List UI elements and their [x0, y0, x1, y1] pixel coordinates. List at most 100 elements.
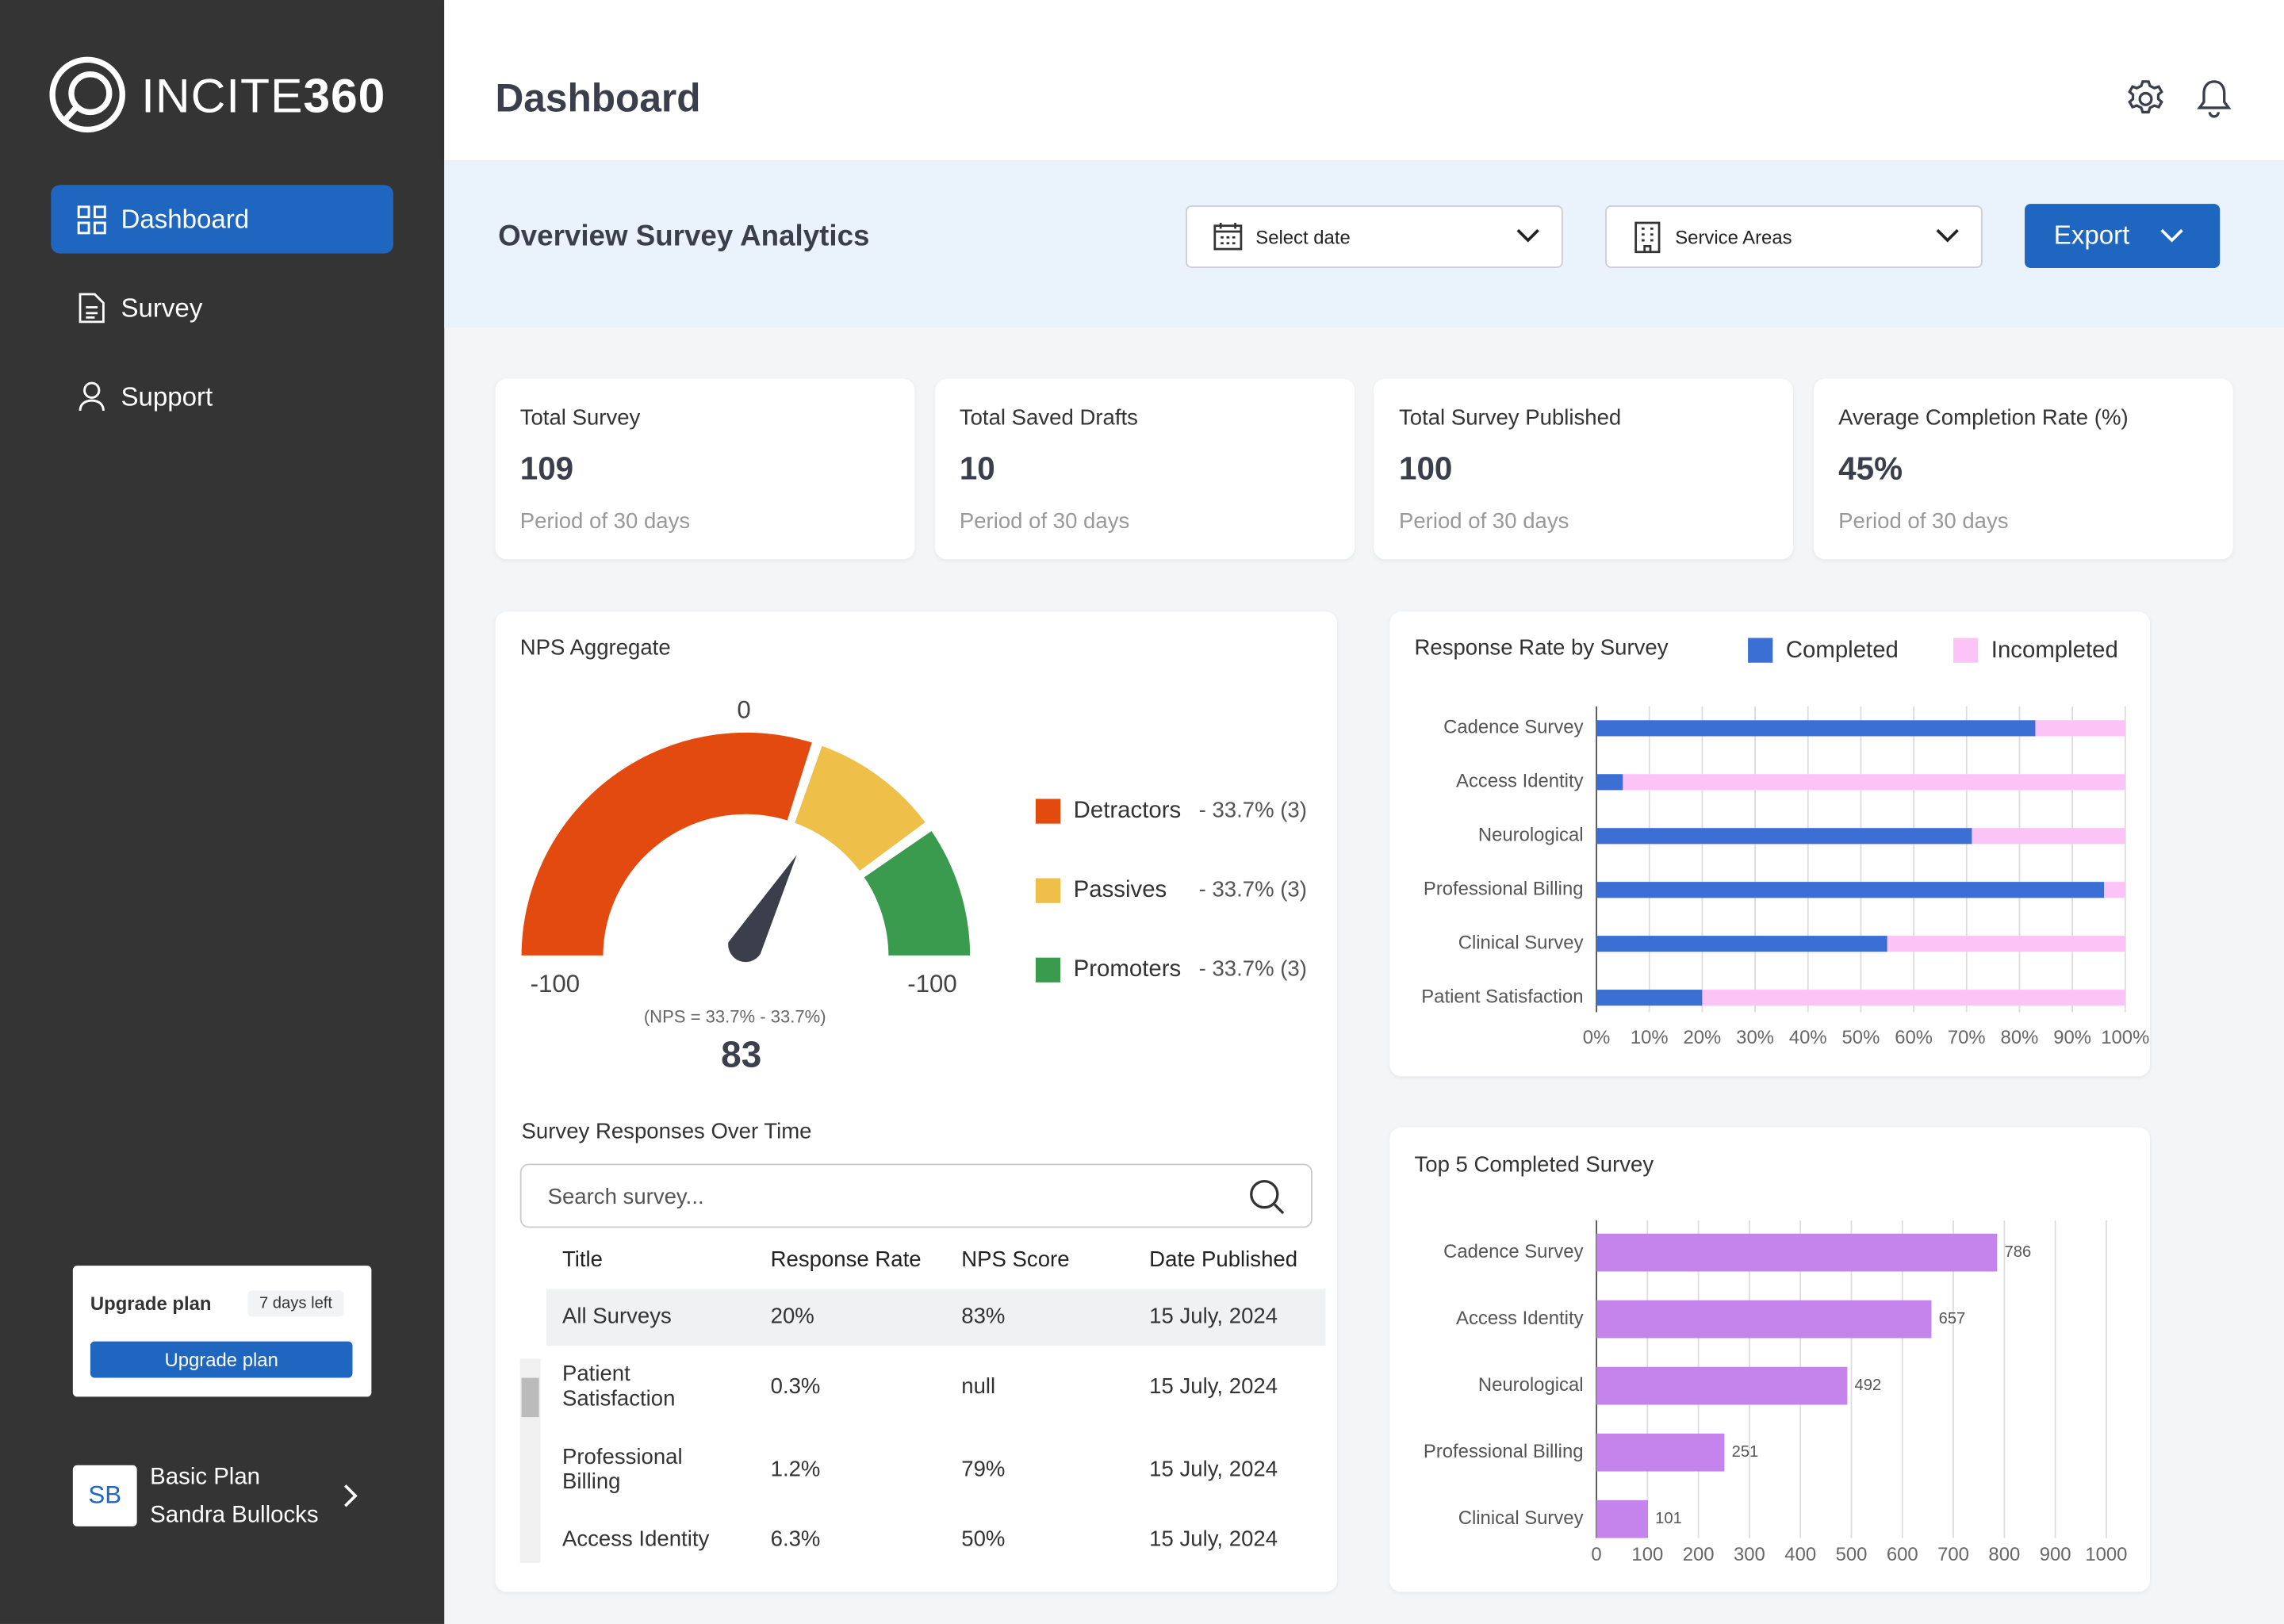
scrollbar[interactable] [519, 1358, 541, 1563]
nav-active[interactable] [51, 185, 393, 254]
chevron-right[interactable] [341, 1483, 362, 1509]
nav-item[interactable]: Survey [121, 293, 203, 323]
legend-swatch [1035, 957, 1061, 982]
x-tick-label: 30% [1736, 1027, 1774, 1048]
user-plan: Basic Plan [150, 1465, 261, 1490]
y-tick-label: Access Identity [1456, 1308, 1584, 1329]
x-tick-label: 100% [2101, 1027, 2149, 1048]
settings-icon[interactable] [2125, 79, 2166, 119]
upgrade-button[interactable]: Upgrade plan [90, 1341, 353, 1378]
bar [1702, 990, 2125, 1006]
table-cell: 15 July, 2024 [1149, 1373, 1278, 1400]
gauge-top-label: 0 [737, 695, 751, 724]
table-cell: Patient Satisfaction [561, 1362, 676, 1411]
bar [1623, 774, 2125, 791]
x-tick-label: 0% [1583, 1027, 1610, 1048]
table-cell: null [961, 1373, 996, 1400]
y-tick-label: Access Identity [1456, 771, 1584, 792]
top5-card: Top 5 Completed Survey [1389, 1127, 2151, 1592]
x-tick-label: 700 [1937, 1544, 1969, 1565]
logo-suffix: 360 [303, 68, 386, 123]
user-name[interactable]: Sandra Bullocks [150, 1503, 319, 1528]
y-tick-label: Neurological [1478, 1374, 1584, 1396]
chevron-down [1936, 228, 1959, 243]
table-cell: 15 July, 2024 [1149, 1304, 1278, 1330]
stat-card: Average Completion Rate (%) 45% Period of … [1813, 378, 2233, 560]
x-tick-label: 600 [1887, 1544, 1918, 1565]
legend-name: Passives [1074, 876, 1167, 902]
bar [1596, 828, 1972, 845]
nps-formula: (NPS = 33.7% - 33.7%) [643, 1006, 826, 1027]
table-cell: 0.3% [770, 1373, 821, 1400]
export-label: Export [2053, 220, 2130, 251]
value-label: 786 [2005, 1243, 2032, 1261]
stat-note: Period of 30 days [519, 508, 691, 534]
table-header: Response Rate [770, 1247, 922, 1273]
legend-swatch [1035, 878, 1061, 903]
bar [2035, 720, 2125, 737]
y-tick-label: Clinical Survey [1458, 1507, 1584, 1529]
legend-detail: - 33.7% (3) [1199, 797, 1307, 822]
nav-icon [77, 205, 106, 235]
search-box[interactable]: Search survey... [519, 1163, 1313, 1228]
export-button[interactable]: Export [2025, 204, 2221, 268]
stat-note: Period of 30 days [1838, 508, 2009, 534]
x-tick-label: 200 [1683, 1544, 1715, 1565]
gauge-segment [860, 826, 973, 959]
gauge-segment [518, 730, 816, 959]
upgrade-card: Upgrade plan 7 days left Upgrade plan [72, 1266, 372, 1397]
stat-note: Period of 30 days [959, 508, 1130, 534]
gauge-needle [728, 855, 797, 963]
nav-item[interactable]: Dashboard [121, 205, 250, 234]
stat-label: Total Saved Drafts [959, 405, 1138, 431]
stat-value: 100 [1398, 450, 1453, 487]
legend-name: Promoters [1074, 956, 1182, 982]
stat-label: Total Survey [519, 405, 641, 431]
upgrade-badge: 7 days left [247, 1290, 344, 1317]
calendar-icon [1213, 223, 1243, 251]
table-cell: All Surveys [561, 1304, 672, 1330]
bar [1972, 828, 2125, 845]
table-cell: 6.3% [770, 1526, 821, 1553]
bar [1596, 882, 2105, 898]
card-title: Response Rate by Survey [1414, 635, 1669, 661]
y-tick-label: Professional Billing [1424, 879, 1584, 900]
table-header: Date Published [1149, 1247, 1298, 1273]
legend-swatch [1953, 638, 1979, 663]
date-select[interactable]: Select date [1186, 205, 1563, 268]
legend-detail: - 33.7% (3) [1199, 956, 1307, 981]
area-select[interactable]: Service Areas [1605, 205, 1983, 268]
table-cell: 50% [961, 1526, 1006, 1553]
table-title: Survey Responses Over Time [521, 1119, 812, 1144]
bell-icon[interactable] [2197, 79, 2232, 119]
upgrade-title: Upgrade plan [90, 1293, 212, 1315]
legend-swatch [1035, 799, 1061, 824]
card-title: Top 5 Completed Survey [1414, 1152, 1654, 1178]
table-cell: 1.2% [770, 1457, 821, 1482]
value-label: 492 [1855, 1377, 1882, 1394]
table-cell: 15 July, 2024 [1149, 1457, 1278, 1482]
y-tick-label: Neurological [1478, 825, 1584, 846]
table-cell: Access Identity [561, 1526, 710, 1553]
nav-icon [79, 381, 105, 412]
avatar: SB [72, 1465, 137, 1526]
x-tick-label: 50% [1842, 1027, 1880, 1048]
scroll-thumb[interactable] [521, 1377, 539, 1418]
chevron-down [1516, 228, 1539, 243]
y-tick-label: Cadence Survey [1443, 1241, 1583, 1262]
nav-item[interactable]: Support [121, 382, 213, 412]
chevron-down [2160, 228, 2183, 243]
area-label: Service Areas [1675, 226, 1792, 249]
bar [1596, 936, 1887, 952]
x-tick-label: 0 [1591, 1544, 1601, 1565]
stat-value: 45% [1838, 450, 1903, 487]
header: Dashboard [444, 0, 2284, 161]
stat-label: Total Survey Published [1398, 405, 1622, 431]
x-tick-label: 500 [1836, 1544, 1868, 1565]
x-tick-label: 900 [2040, 1544, 2071, 1565]
value-label: 657 [1939, 1310, 1966, 1327]
bar [1596, 1366, 1848, 1405]
y-tick-label: Cadence Survey [1443, 717, 1583, 738]
